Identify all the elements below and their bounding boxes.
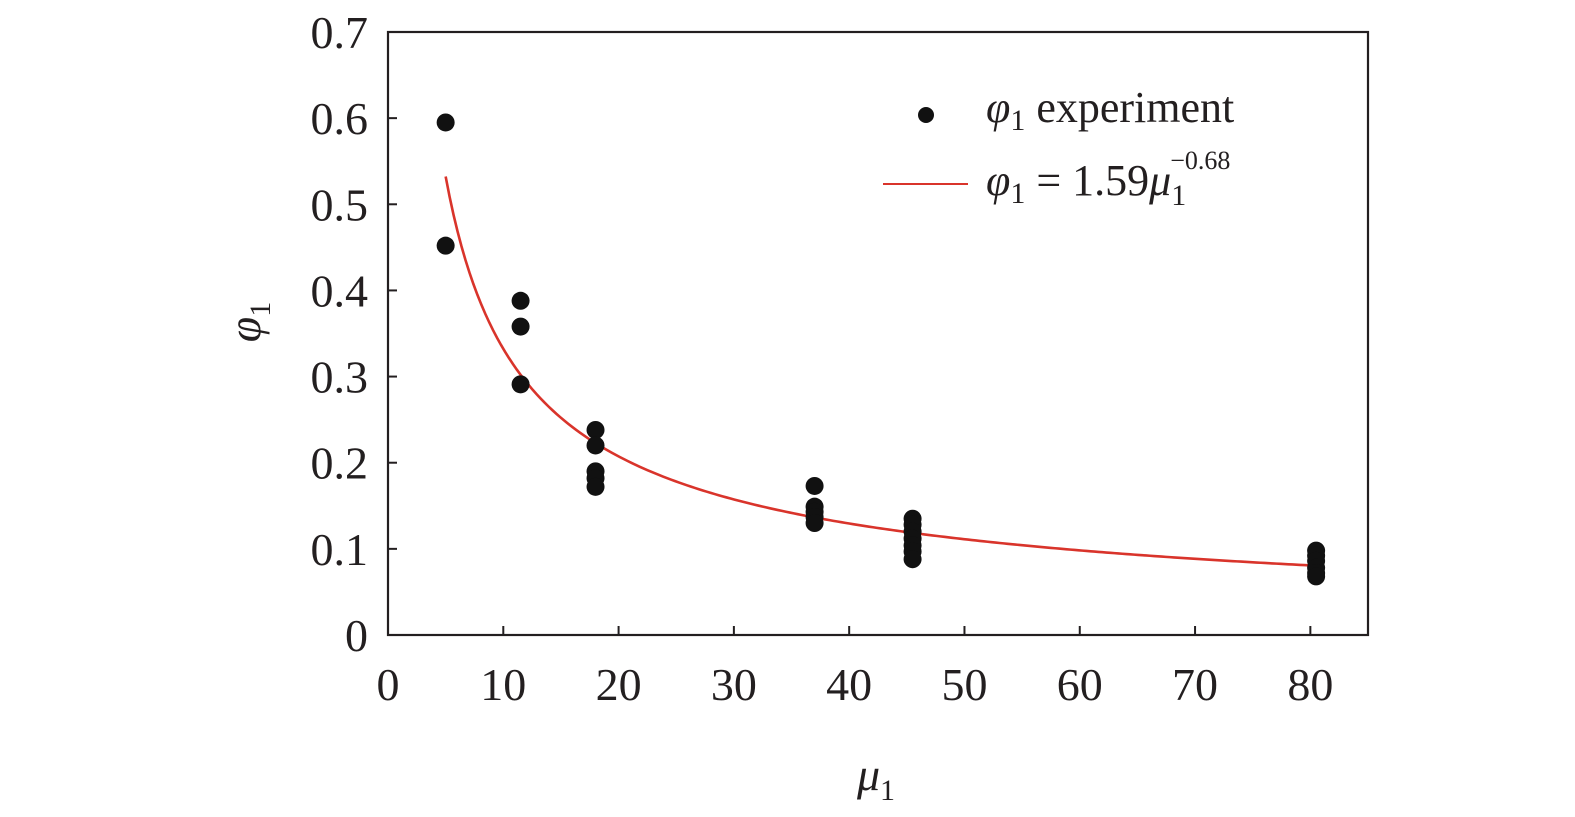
legend-marker-experiment <box>918 107 934 123</box>
fit-curve-line <box>444 176 1317 568</box>
data-point <box>903 550 922 569</box>
data-point <box>511 317 530 336</box>
data-point <box>436 113 455 132</box>
x-axis-label: μ1 <box>856 749 895 807</box>
x-tick-label: 20 <box>596 659 642 710</box>
y-tick-label: 0.6 <box>311 93 369 144</box>
y-axis-label: φ1 <box>219 302 277 342</box>
x-tick-label: 30 <box>711 659 757 710</box>
legend: φ1 experiment φ1 = 1.59μ1−0.68 <box>883 83 1234 212</box>
legend-label-experiment: φ1 experiment <box>986 83 1234 137</box>
x-tick-label: 10 <box>480 659 526 710</box>
y-tick-label: 0.1 <box>311 524 369 575</box>
data-point <box>511 375 530 394</box>
data-point <box>805 476 824 495</box>
y-tick-label: 0.2 <box>311 438 369 489</box>
x-tick-label: 70 <box>1172 659 1218 710</box>
y-tick-label: 0.3 <box>311 352 369 403</box>
x-tick-label: 60 <box>1057 659 1103 710</box>
data-point <box>511 291 530 310</box>
plot-frame <box>386 30 1370 637</box>
svg-text:φ1: φ1 <box>219 302 277 342</box>
x-tick-label: 50 <box>941 659 987 710</box>
data-point <box>586 420 605 439</box>
legend-label-fit: φ1 = 1.59μ1−0.68 <box>986 146 1230 212</box>
x-tick-label: 80 <box>1287 659 1333 710</box>
x-tick-label: 0 <box>377 659 400 710</box>
data-point <box>805 514 824 533</box>
plot-area: 0 10 20 30 40 50 60 70 80 0 0.1 0.2 0.3 0.4 0.5 0.6 0.7 <box>311 7 1370 710</box>
svg-text:μ1: μ1 <box>856 749 895 807</box>
y-tick-label: 0.7 <box>311 7 369 58</box>
data-point <box>586 477 605 496</box>
data-point <box>586 436 605 455</box>
data-point <box>1307 567 1326 586</box>
y-tick-label: 0 <box>345 610 368 661</box>
x-tick-label: 40 <box>826 659 872 710</box>
y-tick-label: 0.5 <box>311 179 369 230</box>
y-tick-label: 0.4 <box>311 265 369 316</box>
data-point <box>436 236 455 255</box>
